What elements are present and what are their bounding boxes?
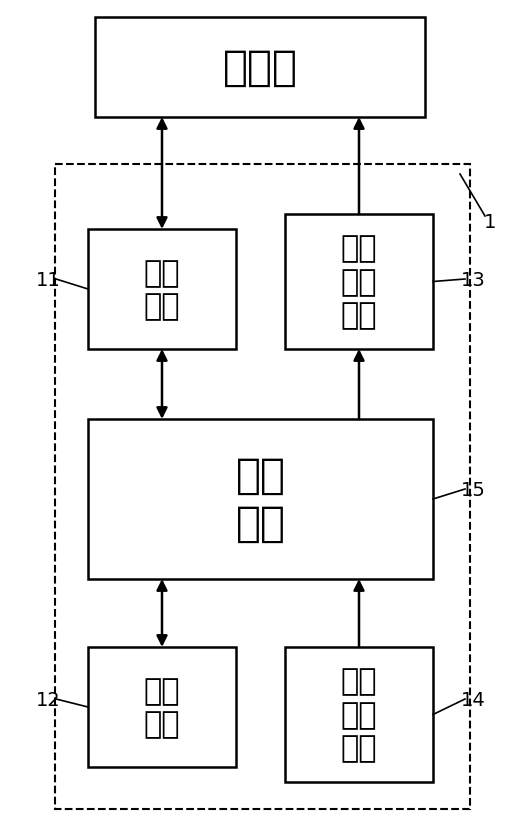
- Text: 14: 14: [461, 690, 485, 709]
- Text: 15: 15: [461, 480, 485, 499]
- Bar: [88, 420, 433, 580]
- Text: 操作者: 操作者: [223, 47, 298, 89]
- Text: 操作
主手: 操作 主手: [144, 258, 180, 321]
- Bar: [285, 647, 433, 782]
- Bar: [88, 229, 236, 349]
- Text: 11: 11: [36, 270, 60, 289]
- Text: 12: 12: [36, 690, 60, 709]
- Text: 通讯
系统: 通讯 系统: [235, 454, 286, 545]
- Text: 立体
显示
头盔: 立体 显示 头盔: [341, 234, 377, 330]
- Text: 13: 13: [461, 270, 485, 289]
- Bar: [95, 18, 425, 118]
- Text: 1: 1: [484, 212, 496, 231]
- Text: 液压
从手: 液压 从手: [144, 676, 180, 739]
- Text: 双目
立体
相机: 双目 立体 相机: [341, 667, 377, 763]
- Bar: [88, 647, 236, 767]
- Bar: [55, 165, 470, 809]
- Bar: [285, 214, 433, 349]
